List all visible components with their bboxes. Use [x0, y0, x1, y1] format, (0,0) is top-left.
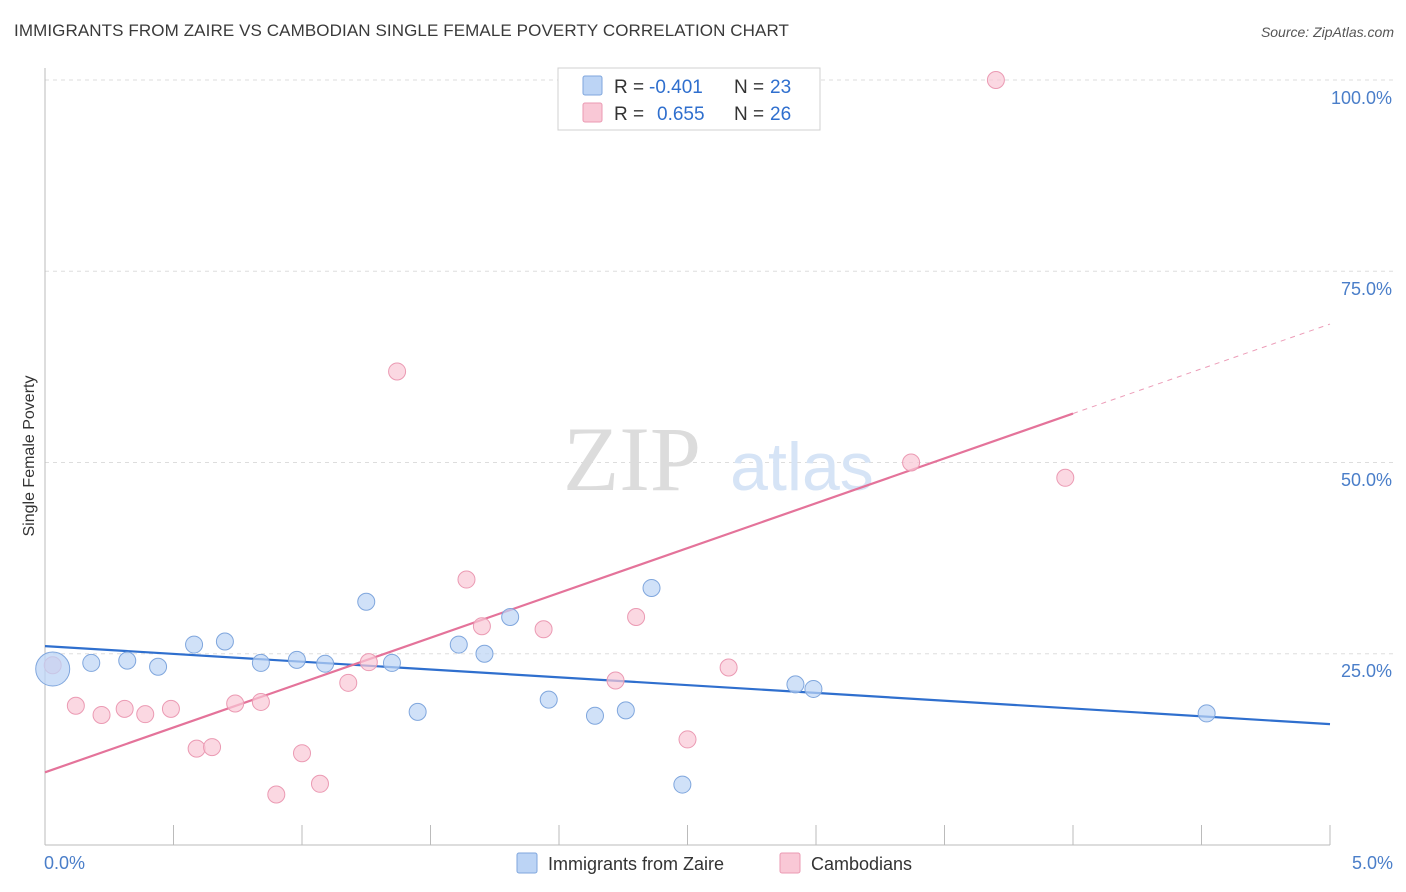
- stats-legend-n-label-blue: N =: [734, 77, 764, 98]
- series-legend: Immigrants from Zaire Cambodians: [516, 852, 912, 874]
- data-point-cambodians: [606, 671, 625, 690]
- data-point-cambodians: [226, 694, 245, 713]
- data-point-cambodians: [339, 673, 358, 692]
- data-point-cambodians: [359, 653, 378, 672]
- data-point-zaire: [82, 653, 101, 672]
- data-point-zaire: [673, 775, 692, 794]
- data-point-cambodians: [627, 608, 646, 627]
- x-tick-label-max: 5.0%: [1352, 853, 1393, 873]
- data-point-zaire: [185, 635, 204, 654]
- data-point-zaire: [539, 690, 558, 709]
- y-tick-label-75: 75.0%: [1341, 279, 1392, 299]
- stats-legend-n-label-pink: N =: [734, 104, 764, 125]
- source-label: Source: ZipAtlas.com: [1260, 24, 1394, 40]
- data-point-cambodians: [534, 620, 553, 639]
- data-point-cambodians: [251, 692, 270, 711]
- data-point-cambodians: [203, 738, 222, 757]
- data-point-zaire: [501, 608, 520, 627]
- data-point-cambodians: [388, 362, 407, 381]
- data-point-cambodians: [678, 730, 697, 749]
- data-point-zaire: [287, 650, 306, 669]
- stats-legend-swatch-pink: [582, 102, 603, 123]
- data-point-cambodians: [66, 696, 85, 715]
- data-point-cambodians: [719, 658, 738, 677]
- stats-legend: R = -0.401 N = 23 R = 0.655 N = 26: [557, 67, 821, 131]
- stats-legend-n-value-pink: 26: [770, 104, 791, 125]
- data-point-zaire: [215, 632, 234, 651]
- data-point-zaire: [616, 701, 635, 720]
- watermark-atlas: atlas: [730, 429, 874, 505]
- series-legend-label-zaire: Immigrants from Zaire: [548, 854, 724, 874]
- series-legend-swatch-zaire: [516, 852, 538, 874]
- stats-legend-swatch-blue: [582, 75, 603, 96]
- chart-title: IMMIGRANTS FROM ZAIRE VS CAMBODIAN SINGL…: [14, 21, 790, 40]
- data-point-cambodians: [1056, 468, 1075, 487]
- data-point-zaire: [786, 675, 805, 694]
- data-point-cambodians: [115, 699, 134, 718]
- data-point-zaire: [1197, 704, 1216, 723]
- data-point-zaire: [449, 635, 468, 654]
- data-point-cambodians: [92, 705, 111, 724]
- data-point-zaire: [357, 592, 376, 611]
- watermark-zip: ZIP: [563, 408, 701, 510]
- data-point-zaire: [408, 702, 427, 721]
- data-point-cambodians: [472, 617, 491, 636]
- data-point-zaire: [382, 653, 401, 672]
- data-point-cambodians: [293, 744, 311, 763]
- y-tick-label-50: 50.0%: [1341, 470, 1392, 490]
- data-point-zaire: [585, 706, 604, 725]
- data-point-zaire: [475, 644, 494, 663]
- data-point-zaire: [35, 651, 71, 687]
- stats-legend-n-value-blue: 23: [770, 77, 791, 98]
- x-tick-labels: 0.0% 5.0%: [44, 853, 1393, 873]
- data-point-cambodians: [986, 71, 1005, 89]
- gridlines: [45, 79, 1395, 655]
- stats-legend-r-label-pink: R =: [614, 104, 644, 125]
- x-tick-label-min: 0.0%: [44, 853, 85, 873]
- data-point-zaire: [251, 653, 270, 672]
- data-point-cambodians: [136, 705, 155, 724]
- data-point-zaire: [804, 679, 823, 698]
- data-point-cambodians: [267, 785, 286, 804]
- stats-legend-r-value-pink: 0.655: [657, 104, 705, 125]
- y-tick-label-25: 25.0%: [1341, 661, 1392, 681]
- stats-legend-r-value-blue: -0.401: [649, 77, 703, 98]
- y-axis-label: Single Female Poverty: [21, 376, 38, 537]
- data-point-zaire: [642, 578, 661, 597]
- data-point-zaire: [316, 654, 335, 673]
- series-legend-label-cambodians: Cambodians: [811, 854, 912, 874]
- data-points: [35, 71, 1216, 804]
- data-point-zaire: [118, 651, 137, 670]
- data-point-zaire: [149, 657, 168, 676]
- trend-line-cambodians-extrapolated: [1072, 323, 1331, 415]
- stats-legend-r-label-blue: R =: [614, 77, 644, 98]
- y-tick-label-100: 100.0%: [1331, 88, 1392, 108]
- series-legend-swatch-cambodians: [779, 852, 801, 874]
- data-point-cambodians: [310, 774, 329, 793]
- data-point-cambodians: [161, 699, 180, 718]
- watermark: ZIP atlas: [563, 408, 874, 510]
- x-ticks: [44, 825, 1331, 845]
- data-point-cambodians: [187, 739, 206, 758]
- data-point-cambodians: [457, 570, 476, 589]
- trend-line-cambodians: [44, 412, 1074, 774]
- trend-line-zaire: [44, 645, 1331, 726]
- data-point-cambodians: [902, 453, 921, 472]
- y-tick-labels: 100.0% 75.0% 50.0% 25.0%: [1331, 88, 1392, 681]
